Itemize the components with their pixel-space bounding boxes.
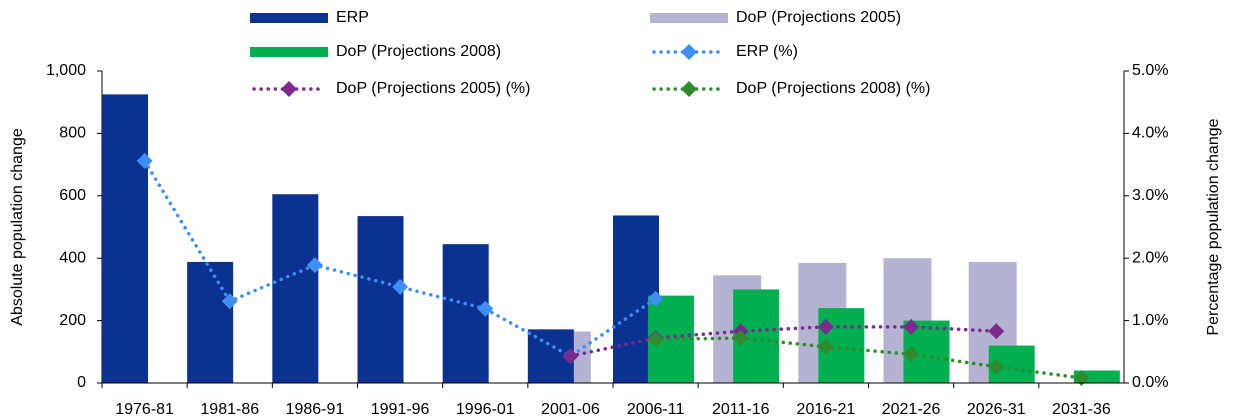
x-tick-label: 2021-26 — [882, 401, 941, 418]
line — [568, 325, 998, 358]
x-tick-label: 2001-06 — [541, 401, 600, 418]
y2-tick-label: 0.0% — [1132, 374, 1168, 391]
y-tick-label: 800 — [59, 125, 86, 142]
y2-tick-label: 3.0% — [1132, 187, 1168, 204]
marker — [477, 300, 494, 317]
x-tick-label: 1996-01 — [456, 401, 515, 418]
legend-swatch — [250, 47, 328, 57]
legend-label: DoP (Projections 2008) — [336, 43, 501, 60]
line — [653, 336, 1084, 380]
x-tick-label: 1991-96 — [371, 401, 430, 418]
legend-marker — [681, 44, 697, 60]
marker — [221, 293, 238, 310]
bar — [272, 194, 319, 383]
x-tick-label: 2026-31 — [967, 401, 1026, 418]
x-tick-label: 2031-36 — [1052, 401, 1111, 418]
marker — [136, 152, 153, 169]
bar — [102, 94, 148, 384]
x-tick-label: 1981-86 — [200, 401, 259, 418]
x-tick-label: 2011-16 — [712, 401, 770, 418]
x-tick-label: 1976-81 — [115, 401, 174, 418]
legend-label: ERP (%) — [736, 43, 798, 60]
legend-label: ERP — [336, 9, 369, 26]
legend-swatch — [650, 13, 728, 23]
y-tick-label: 200 — [59, 312, 86, 329]
y-tick-label: 400 — [59, 249, 86, 266]
legend-marker — [281, 81, 297, 97]
y-tick-label: 0 — [77, 374, 86, 391]
y-tick-label: 600 — [59, 187, 86, 204]
marker — [903, 318, 920, 335]
marker — [392, 278, 409, 295]
legend-swatch — [250, 13, 328, 23]
legend-label: DoP (Projections 2005) — [736, 9, 901, 26]
x-tick-label: 2016-21 — [797, 401, 856, 418]
bar — [187, 261, 234, 383]
y-axis-title: Absolute population change — [9, 128, 26, 326]
y-tick-label: 1,000 — [46, 62, 86, 79]
marker — [732, 330, 749, 347]
marker — [817, 318, 834, 335]
y2-tick-label: 2.0% — [1132, 249, 1168, 266]
y2-axis-title: Percentage population change — [1205, 118, 1222, 335]
legend-label: DoP (Projections 2008) (%) — [736, 80, 930, 97]
bar — [357, 216, 404, 383]
marker — [988, 323, 1005, 340]
marker — [647, 331, 664, 348]
marker — [306, 257, 323, 274]
y2-tick-label: 1.0% — [1132, 312, 1168, 329]
x-tick-label: 1986-91 — [286, 401, 345, 418]
bar — [442, 244, 489, 383]
marker — [562, 348, 579, 365]
marker — [647, 290, 664, 307]
legend-marker — [681, 81, 697, 97]
y2-tick-label: 5.0% — [1132, 62, 1168, 79]
marker — [817, 338, 834, 355]
marker — [903, 346, 920, 363]
x-tick-label: 2006-11 — [627, 401, 685, 418]
y2-tick-label: 4.0% — [1132, 125, 1168, 142]
marker — [1073, 370, 1090, 387]
legend-label: DoP (Projections 2005) (%) — [336, 80, 530, 97]
marker — [988, 358, 1005, 375]
